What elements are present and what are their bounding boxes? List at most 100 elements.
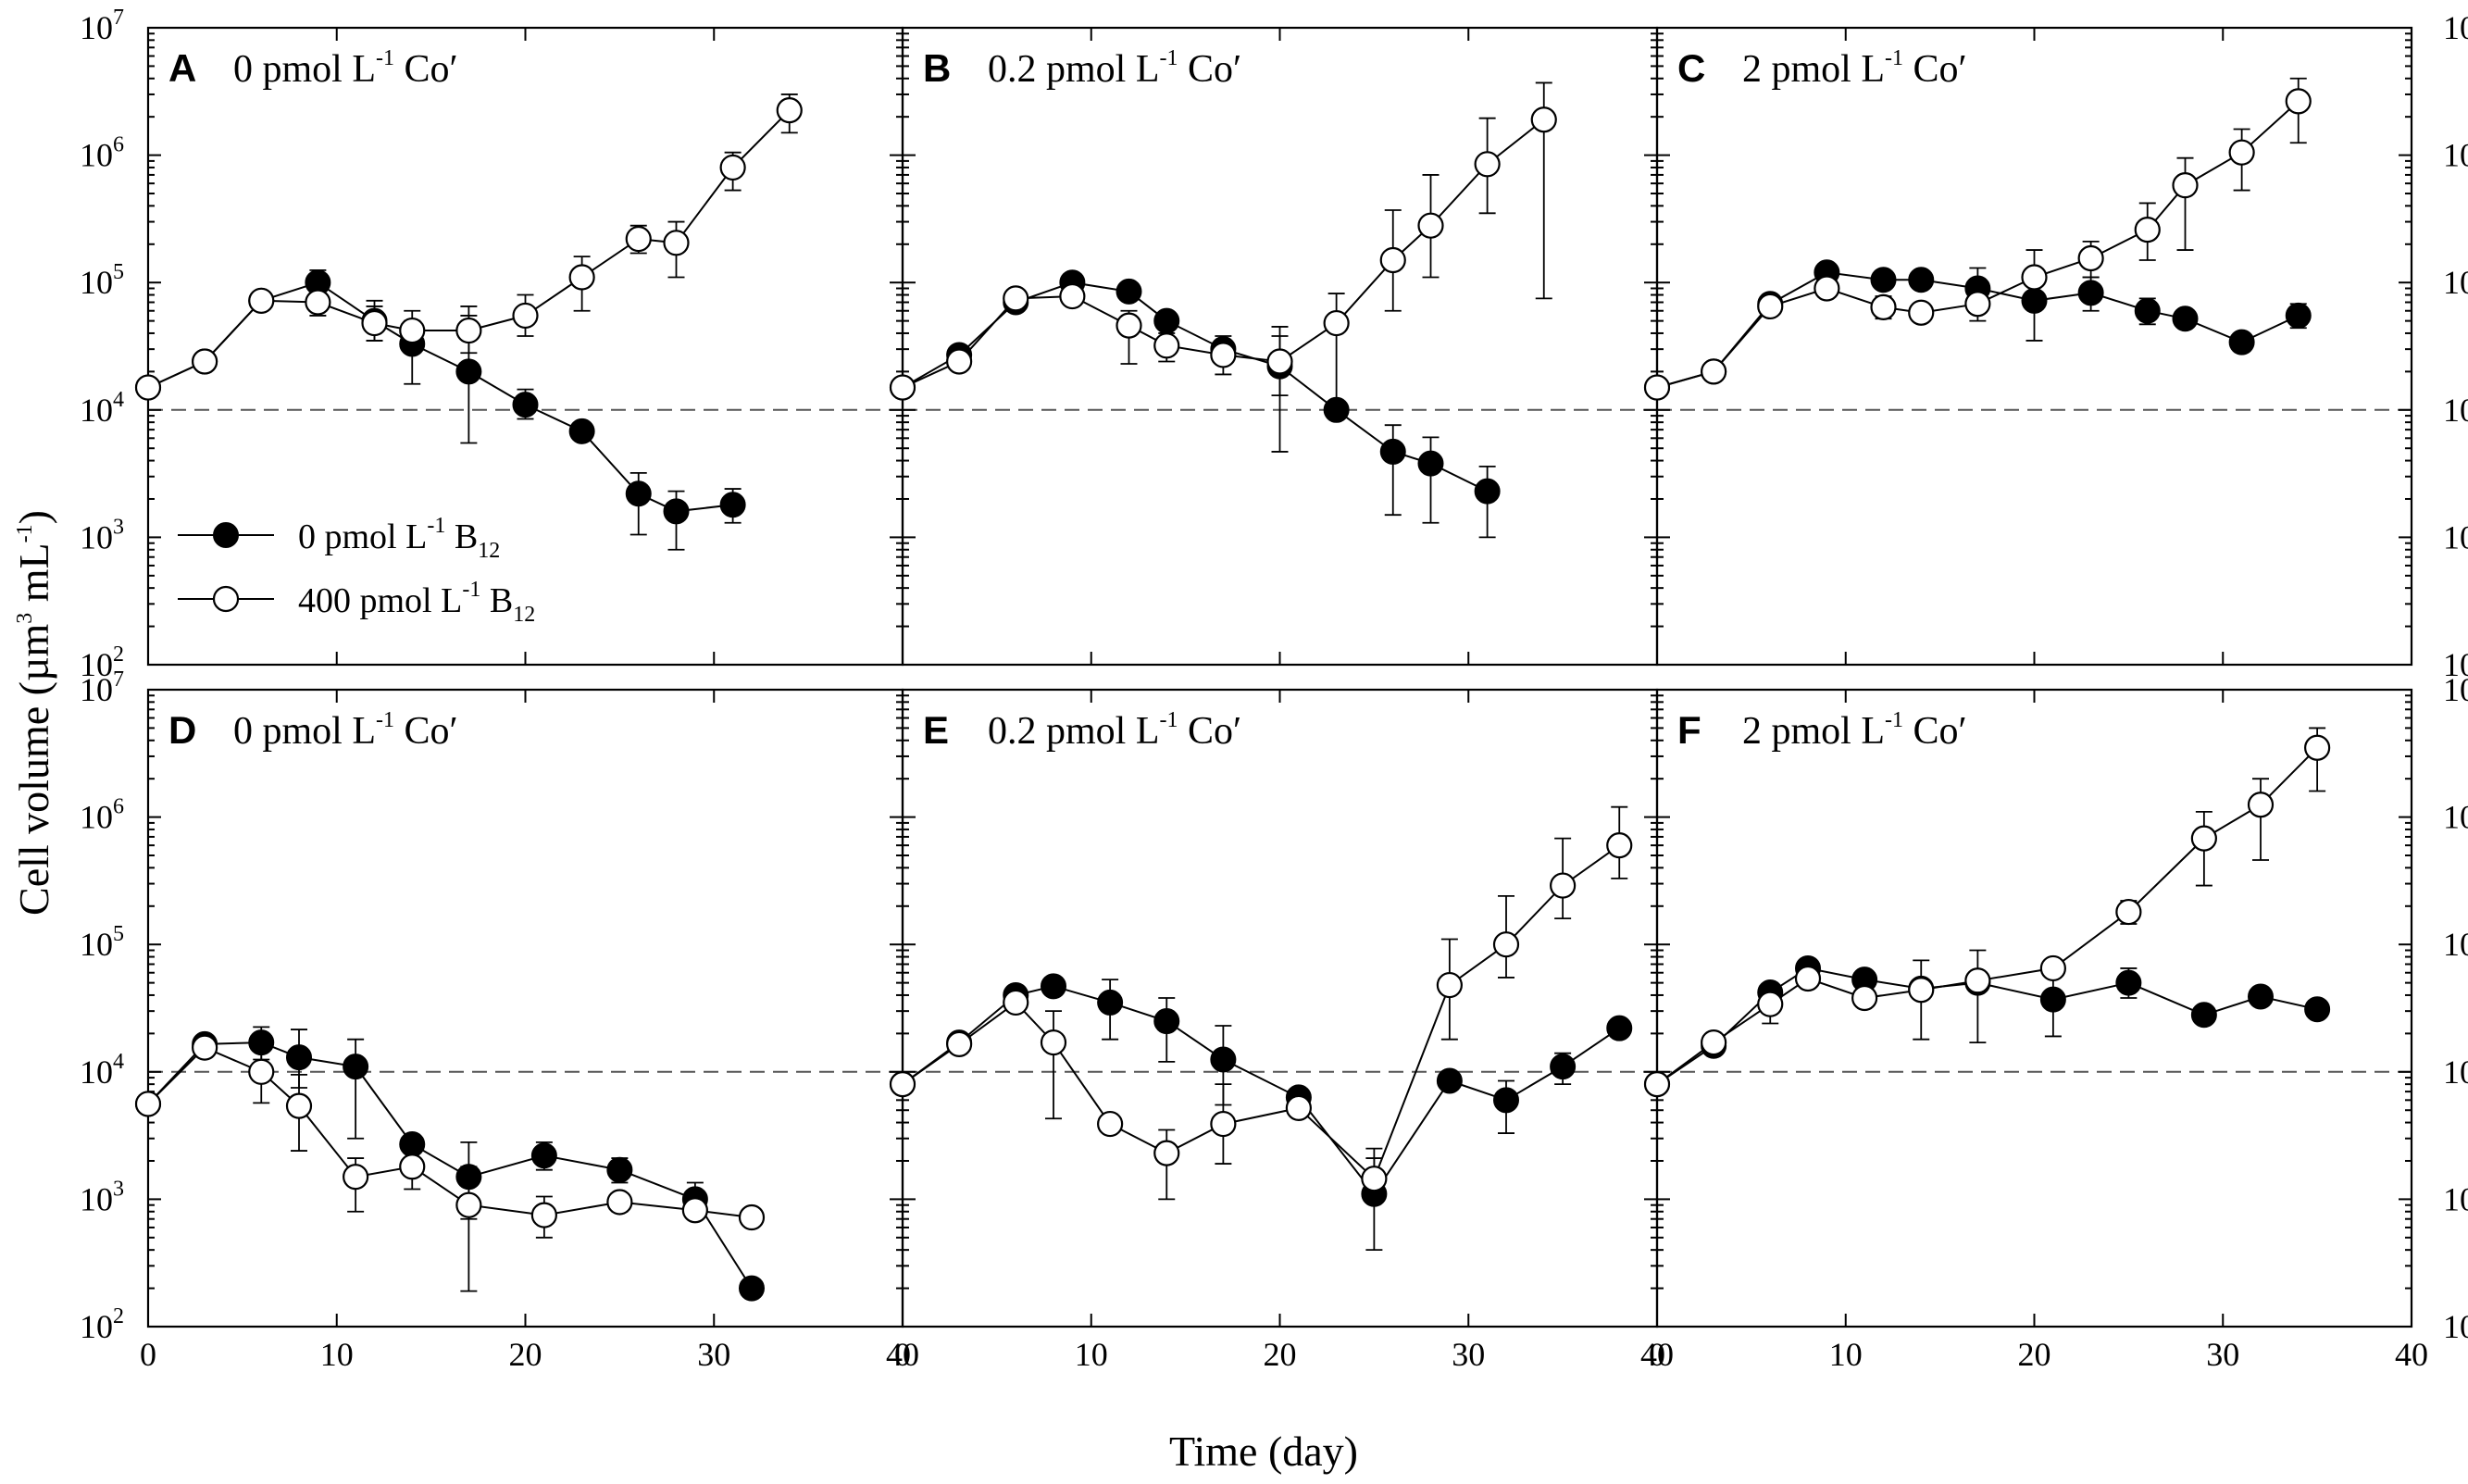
y-tick-label-exponent: 2	[113, 642, 124, 667]
panel-title-suffix: Co′	[1178, 710, 1242, 753]
panel-title-prefix: 0.2 pmol L	[988, 48, 1160, 91]
x-tick-label: 20	[1264, 1336, 1297, 1373]
panel-a-letter: A	[168, 46, 196, 90]
data-point	[1379, 246, 1406, 274]
y-tick-label-right: 102	[2443, 642, 2468, 683]
legend-open-sup: -1	[462, 578, 480, 602]
data-point	[2228, 139, 2255, 166]
x-tick-label: 20	[509, 1336, 542, 1373]
data-point	[1643, 1071, 1671, 1098]
data-point	[2248, 983, 2274, 1010]
y-tick-label-left: 103	[80, 515, 124, 555]
data-point	[2039, 954, 2066, 982]
y-tick-label-base: 10	[80, 1180, 113, 1217]
data-point	[2172, 172, 2199, 199]
data-point	[455, 358, 482, 385]
y-tick-label-exponent: 3	[113, 1177, 124, 1201]
y-tick-label-right: 102	[2443, 1304, 2468, 1345]
data-point	[2134, 216, 2161, 243]
y-tick-label-base: 10	[2443, 9, 2468, 46]
data-point	[530, 1142, 557, 1169]
panel-d-series-b12-0	[135, 1026, 765, 1302]
data-point	[1964, 967, 1991, 994]
data-point	[1606, 1015, 1633, 1041]
panel-c-title: 2 pmol L-1 Co′	[1742, 46, 1967, 91]
panel-title-sup: -1	[1160, 46, 1178, 70]
data-point	[1041, 973, 1066, 1000]
y-tick-label-left: 106	[80, 133, 124, 174]
y-axis-title-mid: mL	[10, 542, 57, 612]
data-point	[530, 1202, 557, 1228]
x-tick-label: 20	[2018, 1336, 2051, 1373]
y-tick-label-base: 10	[80, 137, 113, 174]
y-tick-label-base: 10	[80, 646, 113, 683]
y-axis-title-end: )	[10, 510, 57, 524]
data-point	[305, 289, 331, 316]
data-point	[946, 1030, 973, 1057]
panel-title-sup: -1	[1885, 46, 1903, 70]
data-point	[1550, 1054, 1577, 1080]
data-point	[2190, 1002, 2217, 1029]
y-tick-label-right: 106	[2443, 133, 2468, 174]
data-point	[512, 392, 539, 418]
y-tick-label-base: 10	[80, 264, 113, 301]
legend-open-mid: B	[480, 581, 513, 620]
panel-a-series-b12-400	[134, 94, 803, 401]
series-line	[147, 1046, 753, 1218]
data-point	[1870, 267, 1897, 293]
panel-title-prefix: 0.2 pmol L	[988, 710, 1160, 753]
panel-b-series-b12-400	[889, 81, 1557, 453]
y-tick-label-base: 10	[2443, 264, 2468, 301]
y-tick-label-base: 10	[80, 1308, 113, 1345]
x-tick-label: 10	[1075, 1336, 1108, 1373]
data-point	[1643, 374, 1671, 401]
data-point	[1097, 1110, 1124, 1138]
data-point	[1908, 299, 1935, 326]
legend-filled-prefix: 0 pmol L	[298, 518, 427, 556]
data-point	[1757, 991, 1784, 1017]
data-point	[606, 1156, 633, 1183]
data-point	[1059, 282, 1086, 310]
legend-open-sub: 12	[513, 603, 535, 627]
panel-f-letter: F	[1677, 708, 1701, 752]
data-point	[2285, 88, 2312, 115]
y-tick-label-base: 10	[80, 799, 113, 836]
data-point	[625, 480, 652, 507]
y-tick-label-base: 10	[80, 392, 113, 429]
panel-c-series-b12-0	[1644, 259, 2312, 401]
panel-d-letter: D	[168, 708, 196, 752]
data-point	[2115, 969, 2142, 996]
data-point	[663, 498, 690, 525]
x-tick-label: 40	[2395, 1336, 2428, 1373]
panel-c: 102 103 104 105 106 107 C 2 pmol L-1 Co′	[1643, 9, 2468, 683]
data-point	[2304, 734, 2331, 761]
data-point	[1210, 1110, 1237, 1138]
panel-title-suffix: Co′	[1903, 710, 1967, 753]
data-point	[1379, 438, 1406, 465]
panel-b-series-b12-0	[890, 269, 1501, 539]
x-tick-label: 0	[1649, 1336, 1665, 1373]
data-point	[2190, 825, 2217, 852]
y-tick-label-base: 10	[80, 518, 113, 555]
y-tick-label-base: 10	[80, 671, 113, 708]
data-point	[285, 1092, 313, 1119]
y-tick-label-base: 10	[2443, 1180, 2468, 1217]
data-point	[1417, 212, 1444, 239]
data-point	[1436, 1067, 1463, 1094]
y-tick-label-left: 103	[80, 1177, 124, 1217]
y-tick-label-left: 102	[80, 642, 124, 683]
y-tick-label-base: 10	[2443, 671, 2468, 708]
data-point	[1210, 342, 1237, 368]
data-point	[776, 97, 803, 124]
y-tick-label-right: 103	[2443, 515, 2468, 555]
data-point	[1116, 312, 1142, 339]
data-point	[2077, 280, 2104, 306]
panel-title-sup: -1	[376, 708, 394, 732]
panel-d-title: 0 pmol L-1 Co′	[233, 708, 458, 753]
data-point	[1701, 358, 1727, 385]
y-tick-label-base: 10	[2443, 137, 2468, 174]
y-tick-label-exponent: 4	[113, 1050, 124, 1074]
